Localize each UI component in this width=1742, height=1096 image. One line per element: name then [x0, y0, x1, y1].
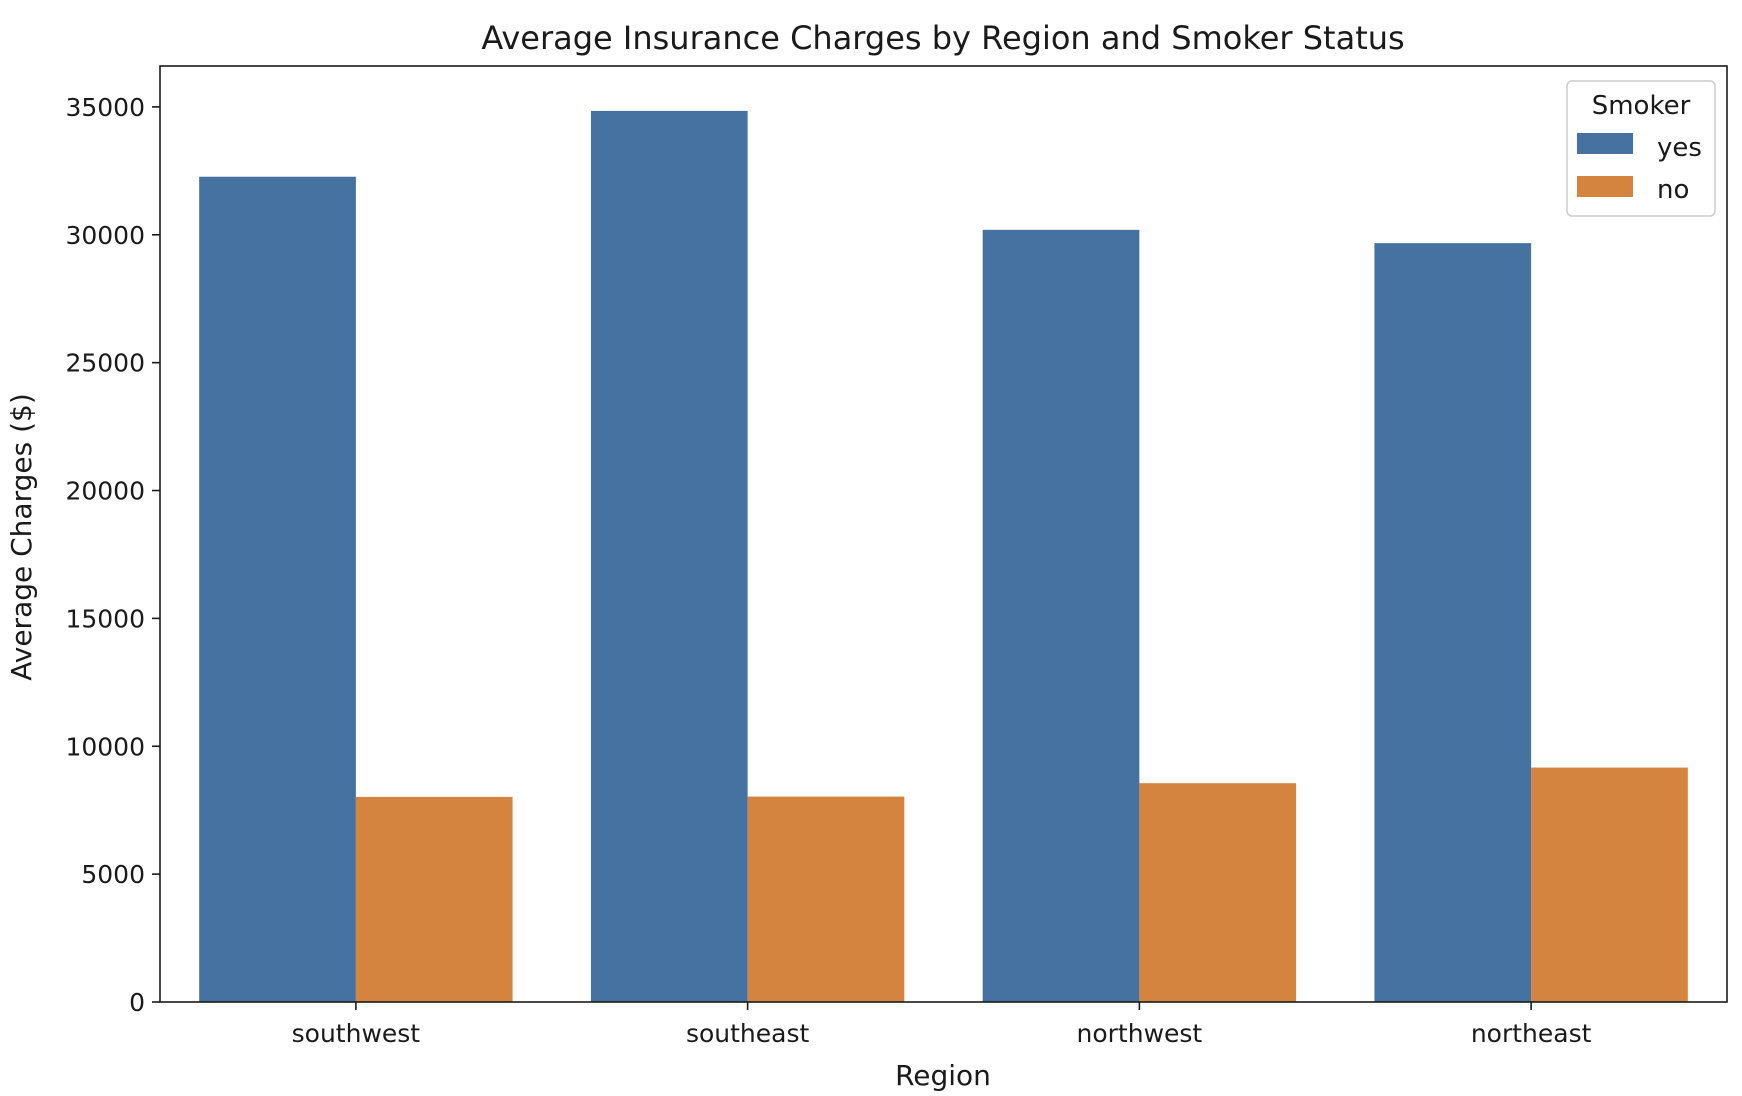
x-axis-label: Region [895, 1059, 991, 1092]
bars-group [199, 110, 1688, 1003]
bar-northwest-no [1139, 783, 1297, 1002]
chart-title: Average Insurance Charges by Region and … [481, 19, 1404, 57]
bar-southwest-no [355, 796, 513, 1002]
y-tick-label: 35000 [65, 93, 145, 122]
x-axis-ticks: southwest southeast northwest northeast [292, 1002, 1592, 1048]
y-tick-label: 10000 [65, 732, 145, 761]
y-tick-label: 30000 [65, 221, 145, 250]
x-tick-label: southwest [292, 1019, 421, 1048]
x-tick-label: northeast [1471, 1019, 1592, 1048]
y-tick-label: 0 [129, 988, 145, 1017]
bar-northeast-yes [1374, 243, 1532, 1003]
y-tick-label: 25000 [65, 349, 145, 378]
bar-southeast-yes [590, 110, 748, 1003]
bar-southeast-no [747, 796, 905, 1002]
y-axis-ticks: 0 5000 10000 15000 20000 25000 30000 35000 [65, 93, 160, 1017]
plot-frame [159, 65, 1728, 1003]
legend-swatch-yes [1577, 133, 1633, 154]
bar-southwest-yes [199, 176, 356, 1002]
bar-northeast-no [1531, 767, 1688, 1002]
bar-northwest-yes [982, 229, 1140, 1003]
plot-area: 0 5000 10000 15000 20000 25000 30000 35000 sout… [65, 65, 1728, 1048]
y-tick-label: 20000 [65, 477, 145, 506]
y-tick-label: 15000 [65, 604, 145, 633]
x-tick-label: southeast [686, 1019, 810, 1048]
y-axis-label: Average Charges ($) [5, 393, 38, 681]
y-tick-label: 5000 [81, 860, 145, 889]
legend-swatch-no [1577, 176, 1633, 197]
legend-label-yes: yes [1657, 133, 1702, 163]
legend: Smoker yes no [1566, 80, 1716, 217]
x-tick-label: northwest [1077, 1019, 1203, 1048]
legend-label-no: no [1657, 175, 1689, 205]
legend-title: Smoker [1592, 91, 1691, 121]
